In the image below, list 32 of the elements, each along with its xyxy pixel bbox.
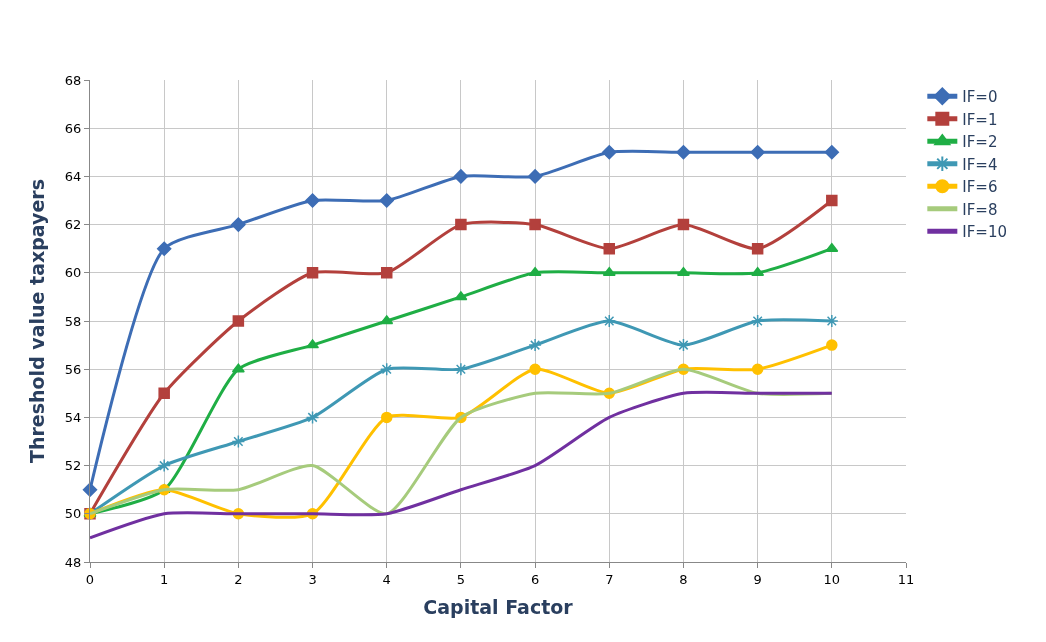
x-tick-label: 3 [308,571,317,587]
y-tick-label: 56 [64,361,82,377]
x-tick-label: 11 [897,571,915,587]
legend-label: IF=0 [962,88,998,107]
y-tick-label: 62 [64,217,82,233]
x-tick-label: 0 [85,571,95,587]
legend-label: IF=1 [962,110,998,129]
y-tick-label: 58 [64,313,82,329]
x-tick-label: 4 [382,571,391,587]
x-tick-label: 10 [823,571,841,587]
y-tick-label: 54 [64,409,82,425]
y-tick-label: 64 [64,168,82,184]
y-tick-label: 50 [64,506,82,522]
x-tick-label: 1 [160,571,169,587]
legend-label: IF=2 [962,133,998,152]
x-tick-label: 5 [456,571,466,587]
x-tick-label: 8 [679,571,688,587]
x-tick-label: 7 [605,571,614,587]
y-axis-title: Threshold value taxpayers [25,178,48,464]
y-tick-label: 68 [64,72,82,88]
x-tick-label: 2 [234,571,243,587]
y-tick-label: 52 [64,458,82,474]
legend-label: IF=6 [962,178,998,197]
legend-label: IF=10 [962,223,1008,242]
y-tick-label: 48 [64,554,82,570]
y-tick-label: 66 [64,120,82,136]
y-tick-label: 60 [64,265,82,281]
legend-label: IF=4 [962,155,998,174]
x-tick-label: 9 [753,571,762,587]
x-axis-title: Capital Factor [423,596,574,619]
legend-label: IF=8 [962,200,998,219]
x-tick-label: 6 [530,571,540,587]
